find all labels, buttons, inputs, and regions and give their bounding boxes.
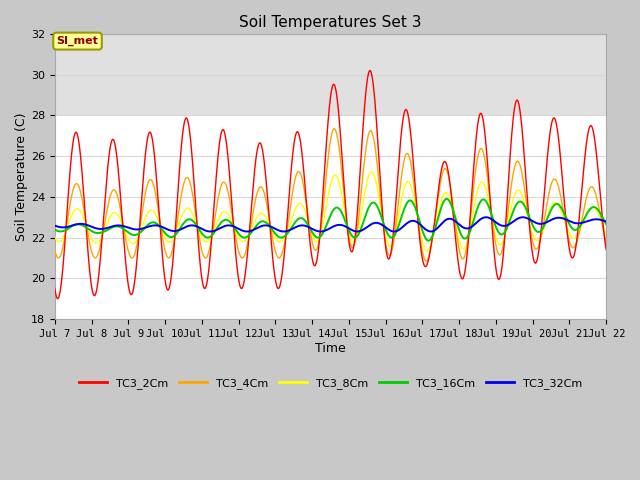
- X-axis label: Time: Time: [315, 342, 346, 355]
- Title: Soil Temperatures Set 3: Soil Temperatures Set 3: [239, 15, 422, 30]
- Text: SI_met: SI_met: [56, 36, 99, 46]
- Y-axis label: Soil Temperature (C): Soil Temperature (C): [15, 112, 28, 241]
- Legend: TC3_2Cm, TC3_4Cm, TC3_8Cm, TC3_16Cm, TC3_32Cm: TC3_2Cm, TC3_4Cm, TC3_8Cm, TC3_16Cm, TC3…: [75, 373, 586, 393]
- Bar: [55, 34, 606, 115]
